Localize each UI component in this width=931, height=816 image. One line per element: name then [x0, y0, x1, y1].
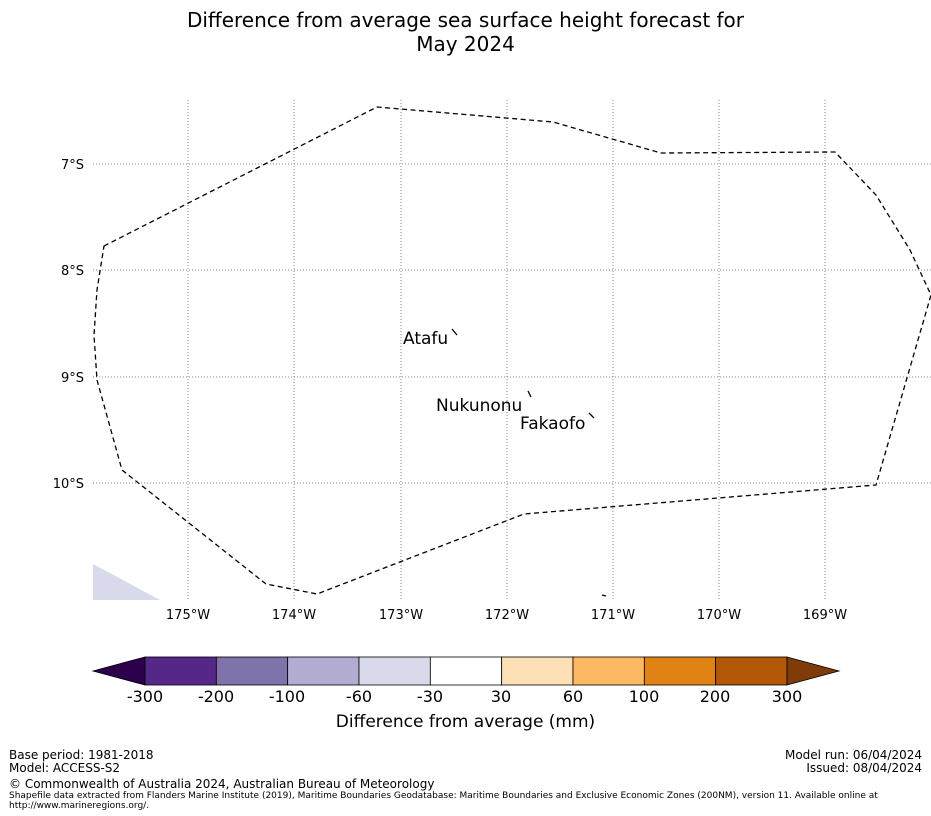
lon-label-170w: 170°W	[697, 608, 741, 623]
lat-label-8s: 8°S	[61, 264, 84, 279]
shaded-anomaly-area	[93, 564, 160, 600]
model-run: Model run: 06/04/2024	[784, 748, 922, 762]
colorbar-segment	[572, 656, 645, 686]
colorbar-tick: 60	[562, 687, 584, 706]
colorbar-tick: 100	[628, 687, 660, 706]
atafu-island	[451, 328, 458, 336]
lat-label-7s: 7°S	[61, 158, 84, 173]
colorbar-segment	[144, 656, 217, 686]
colorbar-segment	[429, 656, 503, 686]
place-label-fakaofo: Fakaofo	[520, 414, 585, 434]
swains-island	[601, 594, 607, 597]
colorbar-tick: 300	[771, 687, 803, 706]
lon-label-171w: 171°W	[591, 608, 635, 623]
map-title-line1: Difference from average sea surface heig…	[186, 8, 745, 32]
colorbar-tick: -100	[268, 687, 306, 706]
lon-label-174w: 174°W	[272, 608, 316, 623]
colorbar-label: Difference from average (mm)	[335, 712, 596, 732]
colorbar-tick: -30	[416, 687, 444, 706]
colorbar-segment	[358, 656, 431, 686]
colorbar-tick: -60	[345, 687, 373, 706]
shapefile-url[interactable]: http://www.marineregions.org/.	[9, 801, 150, 811]
place-label-nukunonu: Nukunonu	[436, 396, 522, 416]
colorbar-segment	[643, 656, 717, 686]
lon-label-175w: 175°W	[166, 608, 210, 623]
shapefile-credit: Shapefile data extracted from Flanders M…	[9, 791, 878, 801]
colorbar-tick: -200	[197, 687, 235, 706]
colorbar-tick: 200	[699, 687, 731, 706]
lat-label-10s: 10°S	[53, 477, 84, 492]
colorbar-extend-min	[91, 656, 146, 686]
graticule	[93, 100, 931, 600]
place-label-atafu: Atafu	[403, 329, 448, 349]
colorbar-segment	[215, 656, 289, 686]
colorbar-segment	[501, 656, 574, 686]
lon-label-173w: 173°W	[379, 608, 423, 623]
model-name: Model: ACCESS-S2	[9, 761, 121, 775]
base-period: Base period: 1981-2018	[9, 748, 154, 762]
lon-label-169w: 169°W	[803, 608, 847, 623]
map-title-line2: May 2024	[416, 32, 515, 56]
colorbar-tick: 30	[490, 687, 512, 706]
lat-label-9s: 9°S	[61, 371, 84, 386]
copyright: © Commonwealth of Australia 2024, Austra…	[9, 777, 435, 791]
fakaofo-island	[588, 412, 595, 419]
map-title: Difference from average sea surface heig…	[0, 8, 931, 56]
colorbar-segment	[287, 656, 360, 686]
colorbar	[91, 656, 841, 686]
colorbar-tick: -300	[126, 687, 164, 706]
lon-label-172w: 172°W	[485, 608, 529, 623]
issued-date: Issued: 08/04/2024	[806, 761, 922, 775]
eez-boundary	[93, 106, 931, 595]
colorbar-extend-max	[786, 656, 841, 686]
colorbar-segment	[715, 656, 788, 686]
nukunonu-island	[527, 390, 532, 398]
